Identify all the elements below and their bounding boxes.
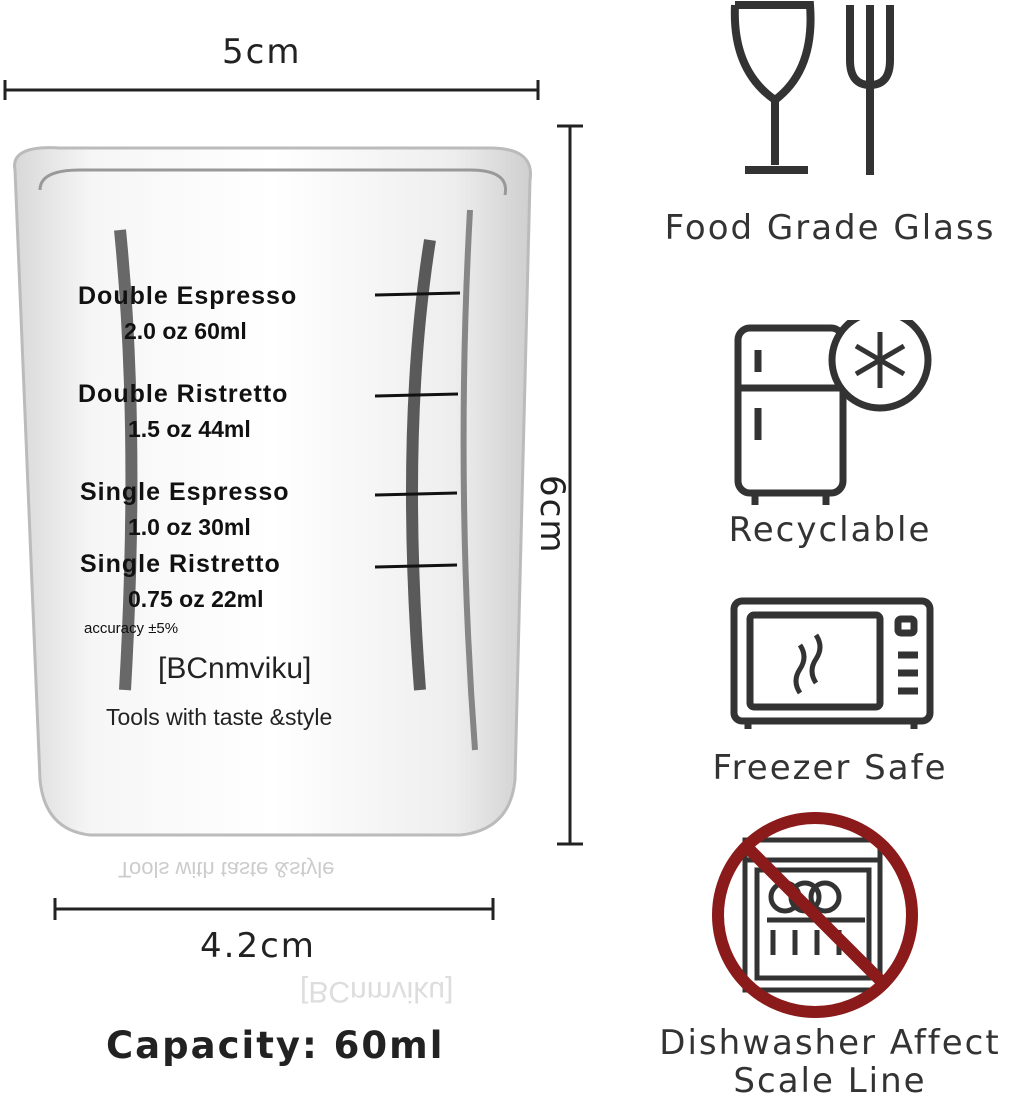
slogan-text: Tools with taste &style [106,704,333,730]
feature-label: Dishwasher Affect Scale Line [659,1023,1001,1101]
feature-label: Recyclable [728,510,932,550]
feature-label: Food Grade Glass [664,208,996,248]
bottom-width-label: 4.2cm [200,926,316,966]
accuracy-text: accuracy ±5% [84,620,179,637]
fridge-snowflake-icon [734,320,932,505]
marking-name: Single Ristretto [80,550,281,578]
scale-lines [374,291,461,569]
bottom-width-line [53,898,495,920]
brand-text: [BCnmviku] [158,652,312,685]
marking-value: 0.75 oz 22ml [128,586,264,612]
shot-glass-image [13,146,532,837]
marking-name: Double Espresso [78,282,298,310]
marking-value: 1.0 oz 30ml [128,514,251,540]
feature-label: Freezer Safe [712,748,948,788]
reflection-slogan: Tools with taste &style [118,857,335,882]
top-width-label: 5cm [222,32,302,72]
marking-value: 1.5 oz 44ml [128,416,251,442]
height-line [557,124,583,846]
top-width-line [3,80,540,100]
no-dishwasher-icon [712,812,918,1018]
marking-value: 2.0 oz 60ml [124,318,247,344]
wine-glass-fork-icon [730,1,894,175]
reflection-brand: [BCnmviku] [300,975,454,1008]
microwave-icon [730,597,934,729]
marking-name: Double Ristretto [78,380,289,408]
marking-name: Single Espresso [80,478,290,506]
capacity-label: Capacity: 60ml [106,1024,445,1067]
